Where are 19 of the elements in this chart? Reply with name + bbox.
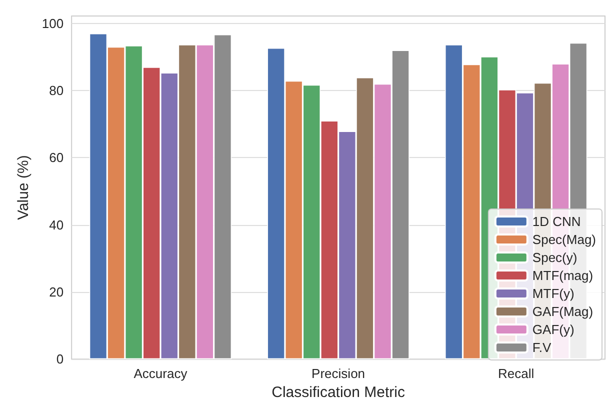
legend-label: MTF(y) [532, 286, 574, 301]
y-tick-label: 0 [56, 352, 64, 367]
legend-label: F.V [532, 340, 552, 355]
x-tick-label: Recall [498, 366, 534, 382]
x-axis-title: Classification Metric [272, 384, 406, 401]
y-tick-label: 20 [49, 284, 64, 300]
y-tick-label: 80 [49, 83, 64, 98]
legend-label: 1D CNN [532, 214, 581, 229]
y-tick-label: 60 [49, 150, 64, 166]
legend-label: Spec(y) [532, 250, 578, 265]
legend-label: MTF(mag) [532, 268, 594, 283]
legend-label: Spec(Mag) [532, 232, 596, 247]
y-tick-label: 40 [49, 217, 64, 232]
y-tick-label: 100 [42, 16, 64, 31]
legend-label: GAF(y) [532, 322, 574, 337]
x-tick-label: Precision [312, 366, 366, 382]
y-axis-title: Value (%) [15, 155, 32, 220]
x-tick-label: Accuracy [134, 366, 188, 382]
legend-label: GAF(Mag) [532, 304, 594, 319]
